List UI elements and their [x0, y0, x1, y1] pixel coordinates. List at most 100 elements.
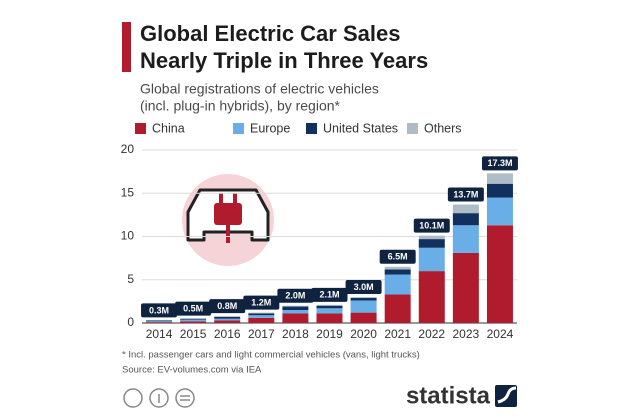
total-label: 2.1M [319, 290, 339, 300]
total-label: 3.0M [354, 282, 374, 292]
total-label-box [175, 301, 212, 316]
bar-segment [248, 312, 275, 314]
bar-segment [486, 183, 513, 198]
x-tick-label: 2018 [282, 327, 309, 341]
subtitle: (incl. plug-in hybrids), by region* [140, 98, 341, 114]
bar-segment [180, 319, 207, 322]
bar-segment [418, 247, 445, 272]
bar-segment [486, 197, 513, 226]
bar-segment [180, 318, 207, 320]
total-label-box [277, 288, 314, 303]
legend-label: Europe [250, 121, 290, 135]
bar-segment [316, 313, 343, 323]
x-tick-label: 2023 [453, 327, 480, 341]
x-tick-label: 2016 [214, 327, 241, 341]
bar-segment [418, 239, 445, 248]
bar-segment [384, 269, 411, 275]
bar-segment [350, 312, 377, 323]
chart-title: Global Electric Car Sales [140, 21, 400, 46]
legend-label: China [152, 121, 185, 135]
bar-segment [350, 297, 377, 298]
y-tick-label: 5 [127, 272, 134, 286]
chart-title: Nearly Triple in Three Years [140, 48, 428, 73]
bar-segment [214, 316, 241, 319]
total-label: 0.3M [149, 305, 169, 315]
bar-segment [248, 317, 275, 323]
ev-icon [182, 174, 274, 266]
total-label: 2.0M [285, 291, 305, 301]
bar-segment [452, 213, 479, 226]
y-tick-label: 0 [127, 315, 134, 329]
bar-segment [214, 320, 241, 323]
brand-logo-mark [495, 385, 517, 407]
total-label-box [379, 249, 416, 264]
total-label-box [243, 295, 280, 310]
bar-segment [214, 316, 241, 317]
bar-segment [248, 313, 275, 316]
bar-segment [486, 225, 513, 323]
bar-segment [282, 313, 309, 323]
legend-swatch [233, 123, 244, 134]
bar-segment [282, 310, 309, 314]
brand: statista [406, 382, 491, 409]
bar-segment [316, 304, 343, 306]
x-tick-label: 2021 [384, 327, 411, 341]
total-label: 6.5M [388, 252, 408, 262]
bar-segment [384, 274, 411, 295]
y-tick-label: 10 [121, 229, 135, 243]
bar-segment [384, 266, 411, 270]
total-label: 0.5M [183, 304, 203, 314]
bar-segment [452, 204, 479, 214]
bar-segment [452, 225, 479, 253]
bar-segment [350, 300, 377, 313]
x-tick-label: 2017 [248, 327, 275, 341]
total-label-box [345, 280, 382, 295]
total-label: 1.2M [251, 297, 271, 307]
total-label: 0.8M [217, 301, 237, 311]
bar-segment [214, 318, 241, 321]
y-tick-label: 20 [121, 142, 135, 156]
total-label-box [481, 156, 518, 171]
total-label-box [447, 187, 484, 202]
legend-swatch [306, 123, 317, 134]
bar-segment [418, 271, 445, 323]
legend-swatch [135, 123, 146, 134]
footnote: * Incl. passenger cars and light commerc… [122, 350, 420, 361]
bar-segment [248, 315, 275, 318]
x-tick-label: 2014 [146, 327, 173, 341]
bar-segment [350, 297, 377, 301]
bar-segment [282, 306, 309, 311]
x-tick-label: 2024 [487, 327, 514, 341]
bar-segment [384, 294, 411, 323]
total-label: 13.7M [453, 189, 478, 199]
bar-segment [452, 252, 479, 323]
legend-swatch [407, 123, 418, 134]
total-label-box [311, 287, 348, 302]
bar-segment [316, 308, 343, 314]
cc-icons [123, 388, 195, 408]
x-tick-label: 2015 [180, 327, 207, 341]
bar-segment [146, 322, 173, 323]
bar-segment [486, 173, 513, 184]
legend-label: United States [323, 121, 398, 135]
bar-segment [146, 320, 173, 322]
x-tick-label: 2019 [316, 327, 343, 341]
total-label-box [209, 299, 246, 314]
source: Source: EV-volumes.com via IEA [122, 365, 262, 376]
bar-segment [418, 235, 445, 240]
x-tick-label: 2022 [418, 327, 445, 341]
legend-label: Others [424, 121, 462, 135]
subtitle: Global registrations of electric vehicle… [140, 81, 379, 97]
total-label: 10.1M [419, 221, 444, 231]
total-label: 17.3M [487, 158, 512, 168]
bar-segment [282, 305, 309, 307]
y-tick-label: 15 [121, 185, 135, 199]
x-tick-label: 2020 [350, 327, 377, 341]
bar-segment [146, 321, 173, 323]
title-accent [122, 22, 131, 72]
bar-segment [316, 305, 343, 309]
total-label-box [413, 218, 450, 233]
total-label-box [141, 303, 178, 318]
bar-segment [180, 321, 207, 323]
